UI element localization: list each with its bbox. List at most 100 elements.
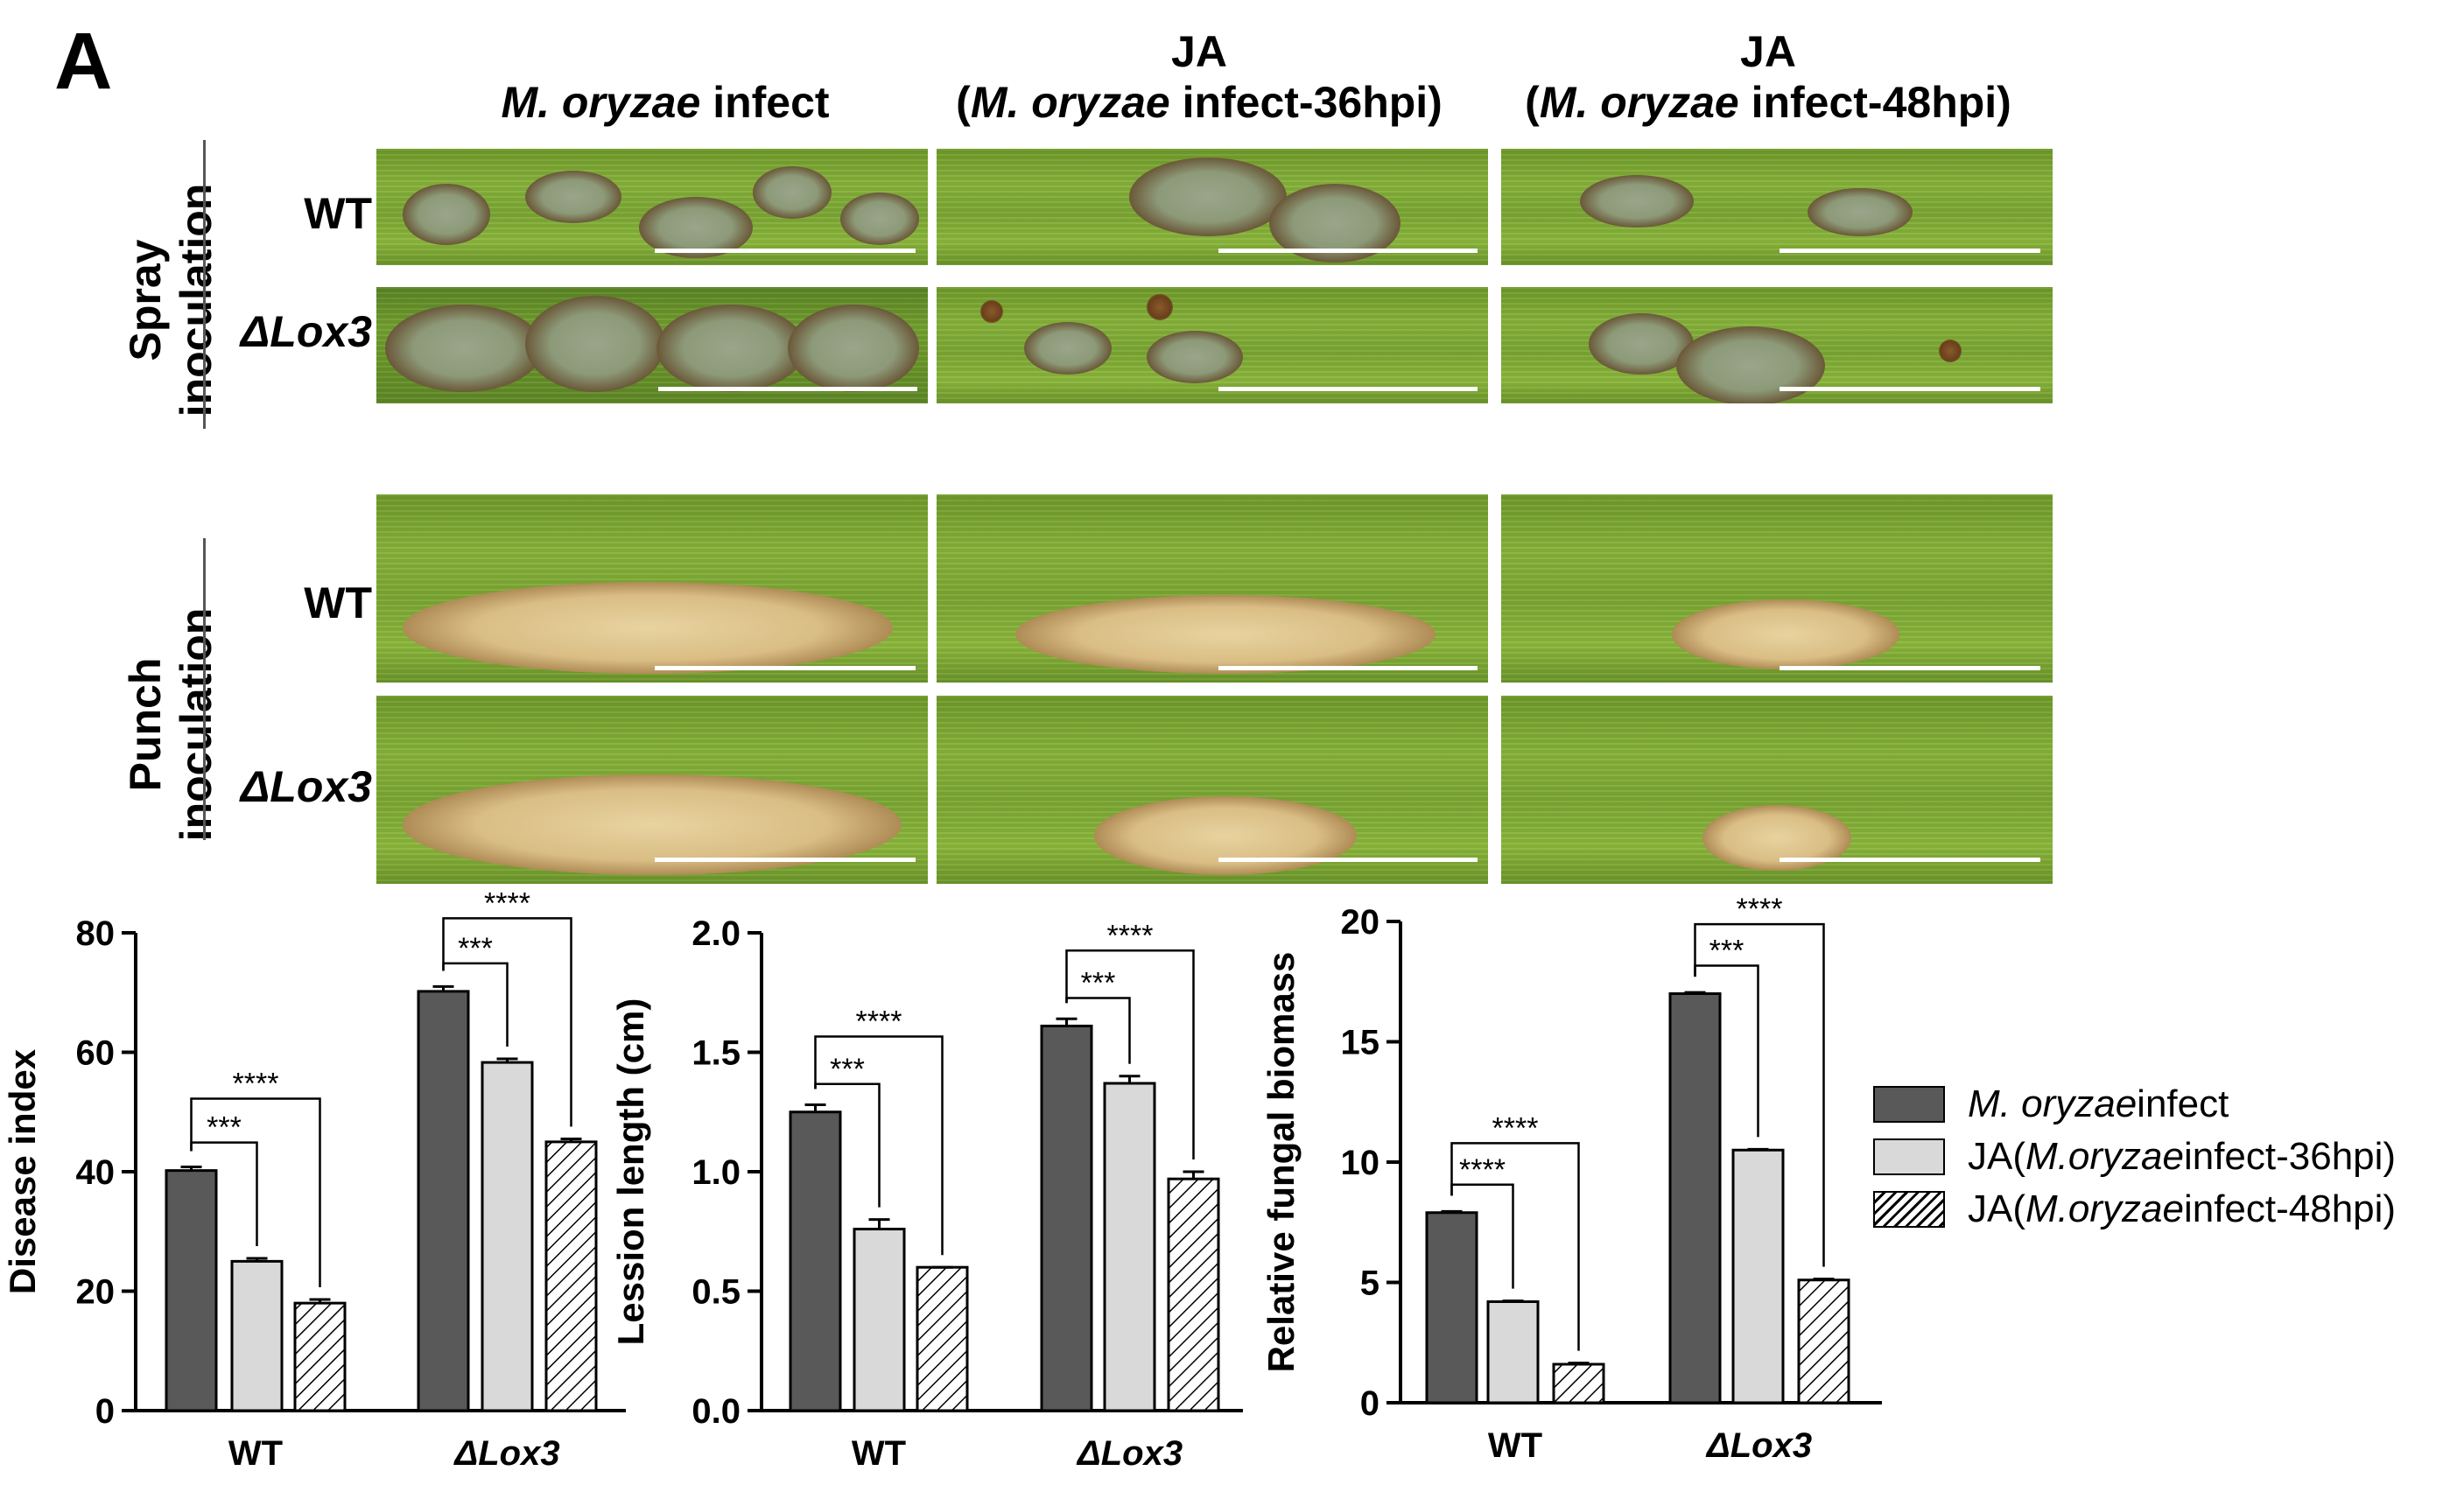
column-header-species: M. oryzae [501,78,701,127]
x-tick-label: ΔLox3 [453,1434,559,1473]
y-tick-label: 20 [76,1273,116,1312]
column-header-species: M. oryzae [970,78,1170,127]
significance-bracket [190,1097,321,1288]
leaf-photo [937,287,1488,403]
significance-label: *** [458,932,493,965]
legend-label-post: infect [2137,1082,2229,1125]
leaf-photo [376,287,928,403]
significance-label: **** [1492,1111,1539,1145]
column-header-ja: JA [1171,27,1227,76]
column-header-pre: ( [956,78,971,127]
legend-label-species: M.oryzae [2025,1135,2184,1178]
column-header-post: infect-36hpi) [1169,78,1443,127]
legend-swatch-hatched [1873,1191,1945,1228]
bar [1167,1177,1220,1412]
column-header-species: M. oryzae [1539,78,1739,127]
column-header-ja: JA [1740,27,1796,76]
significance-bracket [1694,922,1825,1267]
legend-swatch-light [1873,1138,1945,1175]
bar [1552,1362,1605,1404]
significance-label: **** [1107,919,1154,952]
y-tick-label: 0 [1360,1384,1379,1423]
legend-label-species: M. oryzae [1968,1082,2138,1125]
significance-label: **** [1737,893,1783,926]
y-tick-label: 1.0 [691,1153,741,1192]
bar [417,990,470,1412]
y-tick-label: 60 [76,1034,116,1073]
y-tick-label: 80 [76,914,116,953]
row-label-punch-lox3: ΔLox3 [240,762,372,811]
panel-label: A [54,17,113,106]
y-tick-label: 0.0 [691,1392,741,1431]
significance-label: **** [484,886,530,920]
y-tick-label: 40 [76,1153,116,1192]
leaf-photo [376,494,928,683]
x-tick-label: ΔLox3 [1076,1434,1183,1473]
legend: M. oryzae infect JA(M.oryzae infect-36hp… [1873,1078,2396,1236]
significance-label: **** [1459,1153,1506,1187]
legend-label-post: infect-48hpi) [2183,1187,2397,1230]
y-tick-label: 5 [1360,1264,1379,1303]
column-header-pre: ( [1525,78,1540,127]
legend-item: M. oryzae infect [1873,1078,2396,1131]
row-label-spray-wt: WT [304,189,372,238]
significance-bracket [1065,949,1195,1159]
y-tick-label: 20 [1341,903,1380,942]
legend-label-post: infect-36hpi) [2183,1135,2397,1178]
bar [1040,1024,1093,1412]
y-tick-label: 2.0 [691,914,741,953]
leaf-photo [1501,149,2053,265]
x-tick-label: WT [228,1434,283,1473]
y-tick-label: 10 [1341,1144,1380,1182]
significance-label: **** [233,1068,279,1101]
leaf-photo [1501,696,2053,884]
significance-bracket [1450,1142,1580,1351]
x-tick-label: WT [1488,1426,1542,1465]
column-header-ja-48hpi: JA (M. oryzae infect-48hpi) [1479,26,2057,128]
leaf-photo [937,696,1488,884]
leaf-photo [937,149,1488,265]
bar [789,1110,842,1412]
y-tick-label: 15 [1341,1024,1380,1062]
column-header-infect: M. oryzae infect [385,77,945,128]
bar [916,1265,969,1412]
group-divider-line [203,538,206,840]
significance-bracket [814,1035,944,1256]
significance-label: *** [830,1053,865,1086]
bar [1486,1300,1540,1404]
group-divider-line [203,140,206,429]
leaf-photo [1501,494,2053,683]
x-tick-label: ΔLox3 [1705,1426,1812,1465]
leaf-photo [376,696,928,884]
significance-label: **** [856,1005,902,1039]
column-header-ja-36hpi: JA (M. oryzae infect-36hpi) [919,26,1479,128]
row-label-punch-wt: WT [304,578,372,627]
legend-label-pre: JA( [1968,1135,2025,1178]
significance-label: *** [207,1111,242,1145]
x-tick-label: WT [852,1434,906,1473]
leaf-photo [1501,287,2053,403]
bar [1103,1082,1156,1412]
significance-label: *** [1709,935,1744,968]
y-tick-label: 0.5 [691,1273,741,1312]
legend-item: JA(M.oryzae infect-36hpi) [1873,1131,2396,1183]
bar [293,1301,347,1412]
significance-label: *** [1081,966,1116,999]
bar [165,1169,218,1412]
leaf-photo [937,494,1488,683]
significance-bracket [442,917,572,1127]
legend-label-species: M.oryzae [2025,1187,2184,1230]
legend-item: JA(M.oryzae infect-48hpi) [1873,1183,2396,1236]
y-axis-label: Disease index [2,1048,43,1294]
bar [481,1061,534,1412]
bar [1731,1148,1785,1404]
y-axis-label: Relative fungal biomass [1260,952,1302,1373]
y-tick-label: 1.5 [691,1034,741,1073]
bar [230,1259,284,1412]
y-tick-label: 0 [95,1392,115,1431]
bar [1425,1211,1478,1404]
bar [1668,992,1722,1404]
column-header-post: infect [700,78,830,127]
legend-label-pre: JA( [1968,1187,2025,1230]
